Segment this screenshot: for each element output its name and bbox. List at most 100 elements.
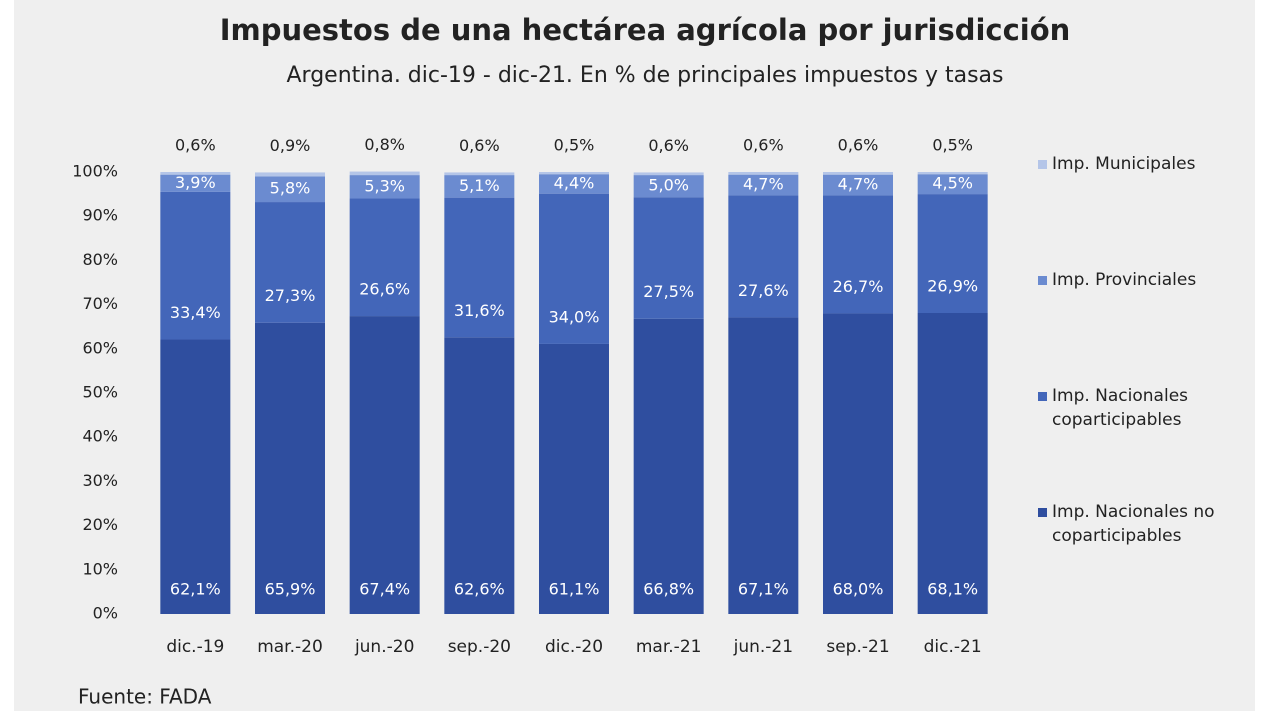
data-label: 31,6% [454, 301, 505, 320]
data-label: 4,4% [554, 173, 595, 192]
legend-label: Imp. Nacionales coparticipables [1052, 386, 1189, 430]
bar-segment [255, 322, 325, 614]
bar-segment [349, 171, 420, 176]
data-label: 0,5% [932, 136, 973, 155]
legend-swatch [1038, 276, 1047, 285]
x-tick-label: mar.-21 [636, 637, 702, 657]
bar-segment [917, 194, 988, 313]
bar-segment [160, 172, 231, 175]
data-label: 4,7% [838, 175, 879, 194]
chart-title: Impuestos de una hectárea agrícola por j… [220, 13, 1071, 47]
x-tick-label: dic.-19 [166, 637, 224, 657]
bar-segment [255, 176, 325, 203]
data-label: 5,8% [270, 179, 311, 198]
bar-segment [728, 317, 799, 614]
data-label: 0,6% [459, 136, 500, 155]
data-label: 4,7% [743, 175, 784, 194]
data-label: 0,5% [554, 136, 595, 155]
bar-segment [539, 343, 609, 614]
data-label: 0,6% [838, 136, 879, 155]
bar-segment [349, 198, 420, 317]
x-tick-label: sep.-21 [826, 637, 889, 657]
data-label: 5,3% [364, 176, 405, 195]
bar-segment [823, 174, 893, 196]
data-label: 67,4% [359, 580, 410, 599]
y-tick-label: 90% [82, 206, 118, 225]
data-label: 4,5% [932, 174, 973, 193]
data-label: 62,1% [170, 580, 221, 599]
legend-entry: Imp. Nacionales no coparticipables [1038, 500, 1242, 548]
legend-swatch [1038, 392, 1047, 401]
chart-subtitle: Argentina. dic-19 - dic-21. En % de prin… [287, 63, 1004, 88]
y-tick-label: 40% [82, 427, 118, 446]
bar-segment [633, 197, 704, 319]
bar-segment [255, 172, 325, 177]
data-label: 62,6% [454, 580, 505, 599]
data-label: 5,0% [648, 176, 689, 195]
data-label: 26,7% [833, 277, 884, 296]
x-tick-label: dic.-21 [924, 637, 982, 657]
bar-segment [444, 172, 515, 176]
bar-segment [444, 197, 515, 338]
data-label: 68,0% [833, 580, 884, 599]
bar-segment [917, 174, 988, 195]
bar-segment [349, 175, 420, 199]
y-tick-label: 30% [82, 471, 118, 490]
x-tick-label: jun.-21 [733, 637, 793, 657]
x-tick-label: dic.-20 [545, 637, 603, 657]
data-label: 5,1% [459, 176, 500, 195]
data-label: 0,6% [175, 136, 216, 155]
bar-segment [633, 318, 704, 614]
data-label: 33,4% [170, 303, 221, 322]
data-label: 61,1% [549, 580, 600, 599]
y-tick-label: 80% [82, 250, 118, 269]
bar-segment [823, 195, 893, 314]
data-label: 3,9% [175, 173, 216, 192]
bar-segment [255, 202, 325, 323]
x-tick-label: jun.-20 [354, 637, 414, 657]
bar-segment [917, 172, 988, 175]
bar-segment [160, 174, 231, 192]
bar-segment [539, 172, 609, 175]
data-label: 66,8% [643, 580, 694, 599]
legend-label: Imp. Nacionales no coparticipables [1052, 502, 1215, 546]
source: Fuente: FADA [78, 685, 212, 709]
y-tick-label: 70% [82, 294, 118, 313]
y-tick-label: 0% [93, 604, 118, 623]
bar-segment [728, 174, 799, 196]
data-label: 0,6% [743, 136, 784, 155]
data-label: 27,5% [643, 282, 694, 301]
legend-label: Imp. Municipales [1052, 154, 1196, 174]
x-tick-label: sep.-20 [448, 637, 511, 657]
bar-segment [728, 195, 799, 318]
bar-segment [160, 339, 231, 614]
data-label: 68,1% [927, 580, 978, 599]
data-label: 26,9% [927, 276, 978, 295]
data-label: 0,9% [270, 136, 311, 155]
data-label: 65,9% [265, 580, 316, 599]
legend-entry: Imp. Provinciales [1038, 268, 1242, 292]
data-label: 34,0% [549, 307, 600, 326]
y-tick-label: 60% [82, 338, 118, 357]
y-tick-label: 20% [82, 515, 118, 534]
legend-entry: Imp. Nacionales coparticipables [1038, 384, 1242, 432]
legend-label: Imp. Provinciales [1052, 270, 1197, 290]
data-label: 27,3% [265, 286, 316, 305]
bar-segment [823, 172, 893, 175]
data-label: 0,8% [364, 135, 405, 154]
data-label: 27,6% [738, 281, 789, 300]
bar-segment [349, 316, 420, 614]
bar-segment [539, 174, 609, 194]
bar-segment [444, 175, 515, 198]
bar-segment [444, 337, 515, 614]
legend-swatch [1038, 160, 1047, 169]
legend-entry: Imp. Municipales [1038, 152, 1242, 176]
bar-segment [633, 172, 704, 176]
y-tick-label: 100% [72, 162, 118, 181]
bar-segment [728, 172, 799, 175]
x-tick-label: mar.-20 [257, 637, 323, 657]
bar-segment [823, 313, 893, 614]
bar-segment [539, 193, 609, 344]
